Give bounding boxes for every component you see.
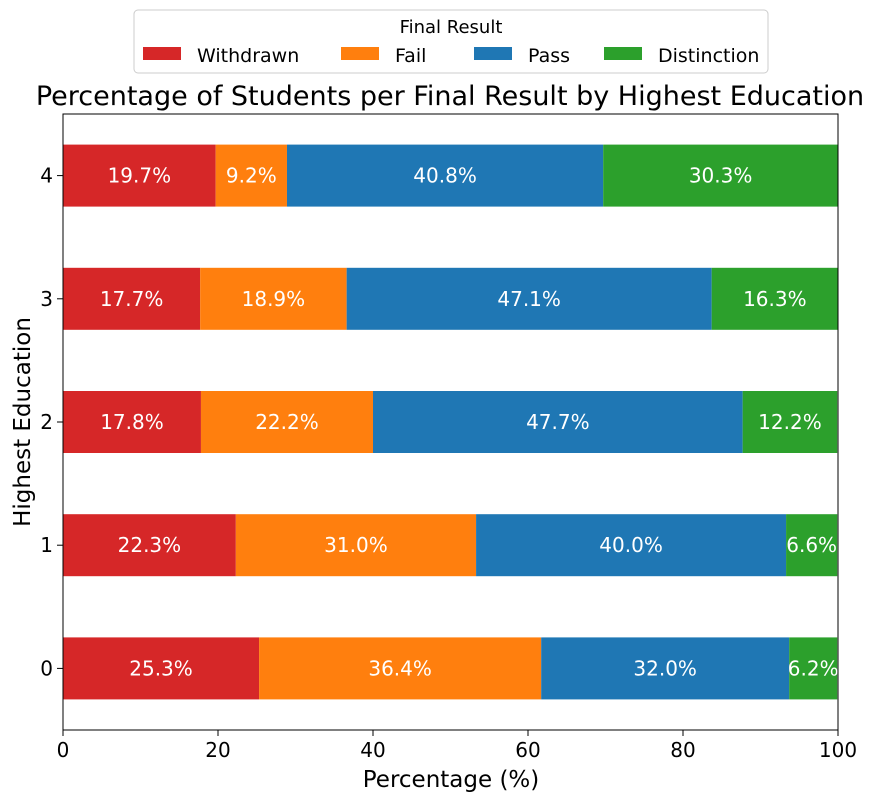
bar-withdrawn-4 [63, 144, 216, 207]
y-tick-label: 1 [40, 533, 53, 557]
y-axis-label: Highest Education [10, 317, 36, 527]
chart-title: Percentage of Students per Final Result … [36, 81, 864, 112]
bar-withdrawn-0 [63, 637, 260, 700]
bar-label-pass-0: 32.0% [633, 656, 697, 680]
bar-withdrawn-1 [63, 514, 236, 577]
bar-label-fail-1: 31.0% [324, 533, 388, 557]
bar-label-distinction-1: 6.6% [786, 533, 837, 557]
legend-label-withdrawn: Withdrawn [197, 45, 299, 67]
y-tick-label: 4 [40, 164, 53, 188]
plot-area: 25.3% 36.4% 32.0% 6.2% 22.3% 31.0% 40.0% 6.6% 17… [40, 113, 857, 762]
legend-label-fail: Fail [395, 45, 426, 67]
bar-fail-0 [259, 637, 542, 700]
bar-distinction-4 [603, 144, 838, 207]
bar-withdrawn-3 [63, 267, 201, 330]
legend-label-distinction: Distinction [658, 45, 759, 67]
x-tick-label: 100 [819, 738, 857, 762]
bar-label-pass-2: 47.7% [526, 410, 590, 434]
legend-label-pass: Pass [528, 45, 570, 67]
y-tick-label: 0 [40, 656, 53, 680]
bar-label-fail-0: 36.4% [368, 656, 432, 680]
bar-fail-2 [200, 391, 373, 453]
x-tick-label: 80 [670, 738, 695, 762]
legend-swatch-withdrawn [143, 47, 181, 60]
x-tick-label: 20 [205, 738, 230, 762]
bar-label-withdrawn-1: 22.3% [118, 533, 182, 557]
legend-swatch-distinction [604, 47, 642, 60]
bar-pass-1 [476, 514, 787, 577]
bar-label-withdrawn-4: 19.7% [108, 164, 172, 188]
y-tick-label: 3 [40, 287, 53, 311]
bar-fail-3 [200, 267, 347, 330]
legend-swatch-pass [474, 47, 512, 60]
bar-label-distinction-4: 30.3% [689, 164, 753, 188]
bar-label-withdrawn-3: 17.7% [100, 287, 164, 311]
bar-distinction-3 [711, 267, 838, 330]
bar-label-pass-4: 40.8% [413, 164, 477, 188]
bar-label-fail-2: 22.2% [255, 410, 319, 434]
bar-label-fail-4: 9.2% [226, 164, 277, 188]
x-axis-label: Percentage (%) [363, 767, 540, 793]
bar-distinction-2 [742, 391, 838, 453]
x-tick-label: 60 [515, 738, 540, 762]
bar-label-distinction-3: 16.3% [743, 287, 807, 311]
y-tick-label: 2 [40, 410, 53, 434]
bar-label-pass-1: 40.0% [599, 533, 663, 557]
bar-label-withdrawn-0: 25.3% [129, 656, 193, 680]
bar-distinction-1 [786, 514, 838, 577]
bar-pass-3 [346, 267, 712, 330]
x-tick-label: 40 [360, 738, 385, 762]
bar-pass-0 [541, 637, 790, 700]
legend: Final Result Withdrawn Fail Pass Distinctio… [133, 9, 769, 74]
bar-label-distinction-0: 6.2% [788, 656, 839, 680]
bar-label-withdrawn-2: 17.8% [100, 410, 164, 434]
bar-fail-4 [215, 144, 287, 207]
x-tick-label: 0 [57, 738, 70, 762]
bar-withdrawn-2 [63, 391, 201, 453]
bar-label-pass-3: 47.1% [497, 287, 561, 311]
bar-pass-4 [286, 144, 604, 207]
bar-label-fail-3: 18.9% [242, 287, 306, 311]
bar-fail-1 [235, 514, 477, 577]
bar-pass-2 [373, 391, 743, 453]
bar-label-distinction-2: 12.2% [758, 410, 822, 434]
legend-title: Final Result [400, 17, 503, 38]
bar-distinction-0 [789, 637, 838, 700]
legend-swatch-fail [341, 47, 379, 60]
